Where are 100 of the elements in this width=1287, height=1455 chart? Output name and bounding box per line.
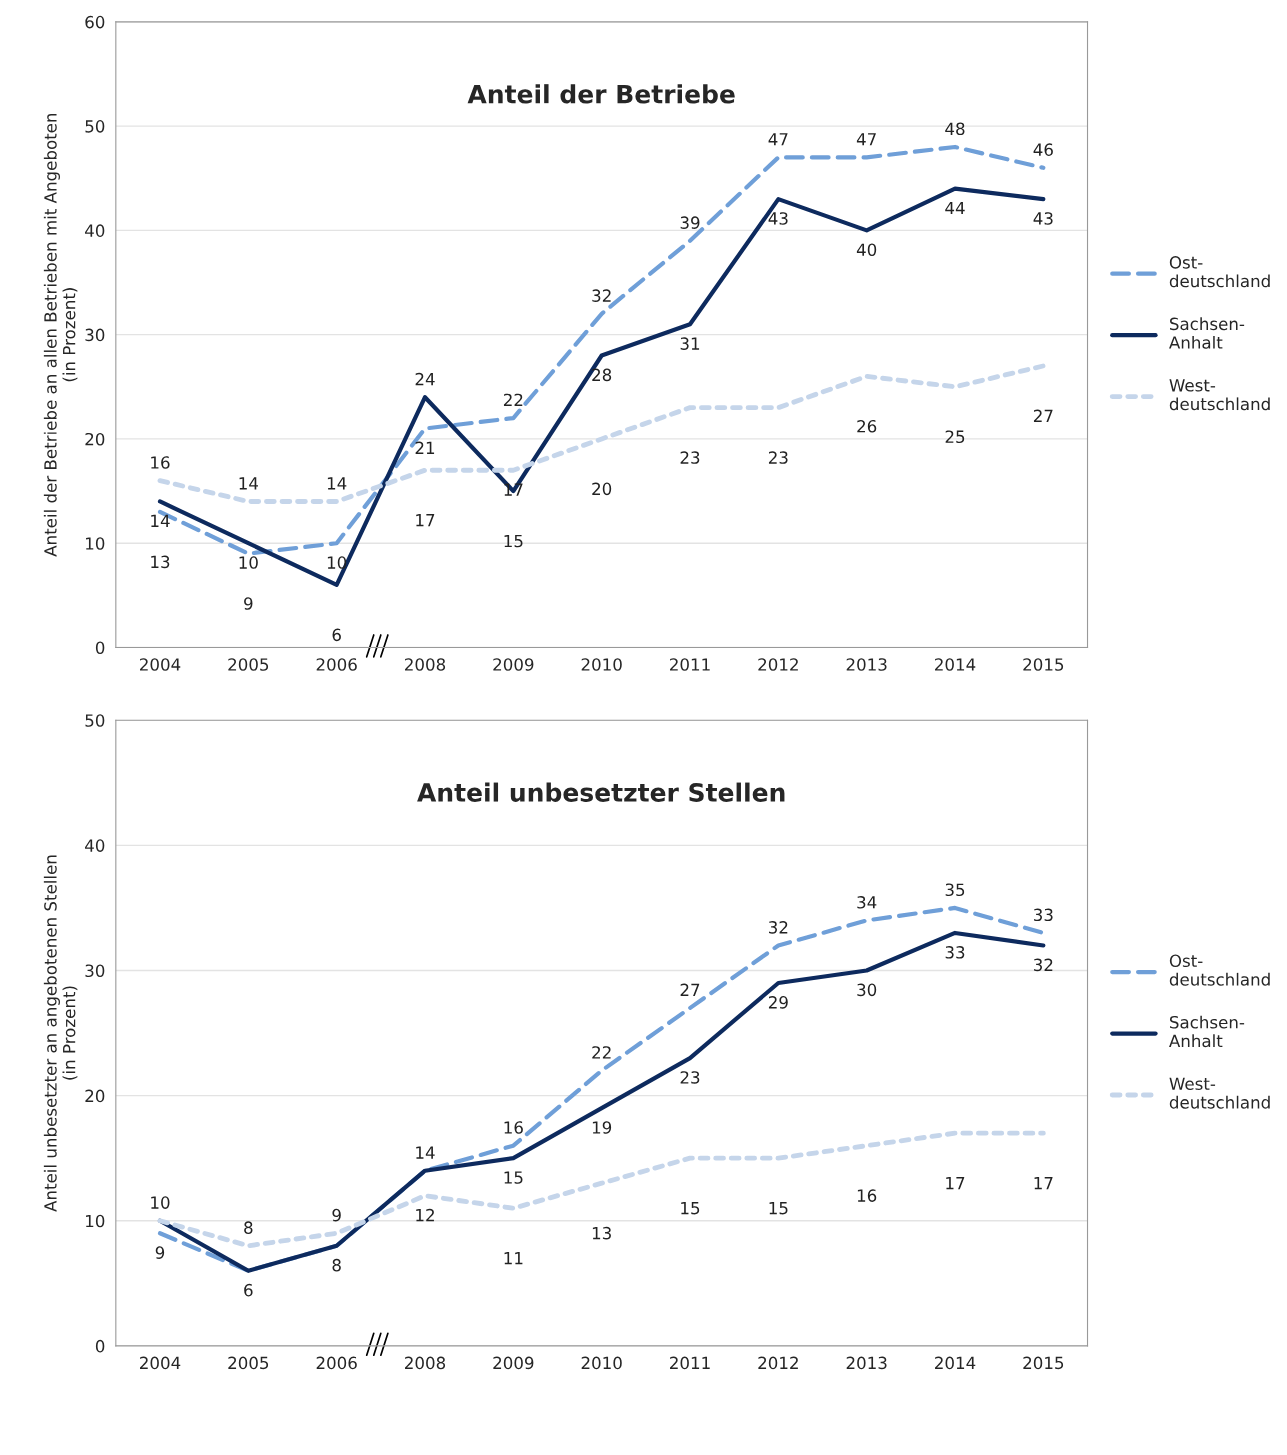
data-label: 31 (680, 337, 700, 350)
data-label: 47 (856, 133, 876, 146)
y-axis-title: Anteil der Betriebe an allen Betrieben mit Angeboten (in Prozent) (43, 113, 78, 557)
x-tick-label: 2004 (140, 1356, 181, 1370)
x-tick-label: 2014 (935, 658, 976, 671)
data-label: 8 (332, 1258, 341, 1272)
data-label: 13 (592, 1226, 611, 1240)
data-label: 9 (155, 1246, 165, 1259)
x-tick-label: 2008 (405, 658, 446, 671)
data-label: 33 (1034, 908, 1053, 922)
data-label: 24 (415, 372, 435, 386)
data-label: 46 (1033, 143, 1053, 156)
data-label: 34 (857, 896, 877, 909)
x-tick-label: 2015 (1023, 1356, 1064, 1370)
x-tick-label: 2011 (670, 658, 710, 671)
y-tick-label: 10 (86, 1214, 105, 1228)
data-label: 11 (504, 1252, 523, 1265)
data-label: 32 (769, 921, 788, 934)
data-label: 22 (503, 393, 523, 406)
y-tick-label: 10 (86, 537, 105, 550)
data-label: 48 (945, 122, 965, 136)
data-label: 17 (1034, 1176, 1053, 1190)
data-label: 28 (592, 368, 612, 382)
x-tick-label: 2013 (846, 658, 887, 671)
data-label: 17 (946, 1176, 965, 1190)
data-label: 14 (416, 1146, 435, 1159)
data-label: 16 (857, 1189, 877, 1202)
y-tick-label: 40 (85, 839, 105, 852)
data-label: 10 (239, 556, 258, 569)
y-tick-label: 50 (85, 120, 105, 133)
data-label: 14 (239, 477, 258, 490)
data-label: 6 (332, 628, 341, 642)
x-tick-label: 2013 (846, 1356, 887, 1370)
data-label: 35 (945, 883, 965, 897)
y-tick-label: 60 (85, 15, 105, 29)
x-tick-label: 2014 (935, 1356, 976, 1370)
y-tick-label: 30 (85, 328, 105, 342)
data-label: 13 (151, 555, 170, 569)
data-label: 26 (857, 419, 877, 433)
x-tick-label: 2005 (228, 658, 269, 671)
x-tick-label: 2009 (493, 1356, 534, 1370)
data-label: 20 (592, 482, 612, 496)
data-label: 16 (504, 1121, 523, 1134)
data-label: 43 (768, 212, 788, 225)
data-label: 47 (768, 133, 788, 146)
data-label: 16 (151, 456, 170, 469)
data-label: 29 (768, 996, 788, 1009)
data-label: 15 (504, 534, 523, 548)
data-label: 15 (504, 1171, 523, 1184)
text: Anteil der Betriebe (467, 84, 735, 104)
legend-label: Ost- deutschland (1169, 954, 1270, 986)
x-tick-label: 2006 (316, 658, 357, 671)
data-label: 22 (592, 1046, 611, 1059)
data-label: 15 (681, 1202, 700, 1215)
data-label: 44 (945, 201, 965, 215)
data-label: 8 (244, 1221, 253, 1234)
data-label: 19 (592, 1121, 612, 1134)
data-label: 30 (857, 983, 877, 997)
data-label: 25 (945, 430, 965, 444)
y-tick-label: 40 (85, 224, 105, 237)
y-tick-label: 50 (85, 714, 105, 727)
x-tick-label: 2011 (670, 1356, 710, 1370)
data-label: 39 (680, 216, 700, 229)
data-label: 14 (151, 514, 170, 527)
x-tick-label: 2010 (581, 658, 622, 671)
data-label: 9 (244, 597, 253, 610)
x-tick-label: 2008 (405, 1356, 446, 1370)
text: Anteil unbesetzter Stellen (417, 782, 785, 802)
y-axis-title: Anteil unbesetzter an angebotenen Stellen (in Prozent) (43, 855, 78, 1212)
data-label: 23 (680, 451, 700, 464)
data-label: 12 (416, 1208, 434, 1222)
data-label: 6 (244, 1283, 253, 1297)
x-tick-label: 2006 (316, 1356, 357, 1370)
y-tick-label: 0 (95, 1339, 105, 1353)
y-tick-label: 20 (85, 1089, 105, 1103)
data-label: 10 (327, 556, 347, 569)
legend-label: West- deutschland (1169, 1077, 1270, 1109)
data-label: 10 (151, 1196, 170, 1209)
data-label: 32 (592, 289, 611, 302)
data-label: 15 (769, 1202, 788, 1215)
x-tick-label: 2010 (581, 1356, 622, 1370)
data-label: 17 (416, 514, 435, 527)
x-tick-label: 2005 (228, 1356, 269, 1370)
legend-label: Sachsen- Anhalt (1169, 1015, 1245, 1048)
data-label: 14 (327, 477, 347, 490)
legend-label: Ost- deutschland (1169, 256, 1270, 288)
y-tick-label: 20 (85, 432, 105, 446)
data-label: 9 (332, 1208, 341, 1222)
data-label: 33 (945, 946, 965, 959)
data-label: 32 (1034, 958, 1053, 972)
legend-label: West- deutschland (1169, 379, 1270, 411)
data-label: 21 (415, 441, 435, 454)
x-tick-label: 2004 (140, 658, 181, 671)
data-label: 43 (1033, 212, 1053, 225)
x-tick-label: 2015 (1023, 658, 1064, 671)
y-tick-label: 30 (85, 964, 105, 978)
data-label: 27 (680, 983, 700, 996)
x-tick-label: 2009 (493, 658, 534, 671)
data-label: 23 (680, 1071, 700, 1084)
x-tick-label: 2012 (758, 658, 798, 671)
